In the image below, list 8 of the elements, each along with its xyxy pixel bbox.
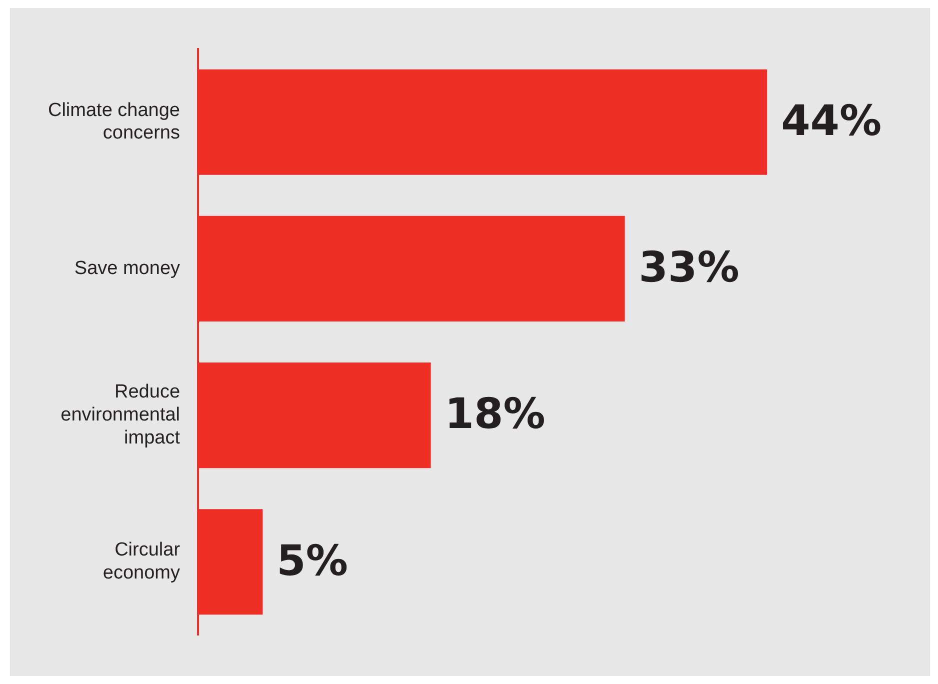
data-label: 18% [444,389,546,438]
y-tick-label: Reduce environmental impact [60,382,181,448]
y-tick-label: Circular economy [102,540,181,584]
y-tick-label: Climate change concerns [48,100,180,144]
data-label: 44% [781,96,882,146]
data-label: 33% [638,242,740,292]
data-label: 5% [276,536,348,585]
y-tick-label: Save money [74,258,181,279]
